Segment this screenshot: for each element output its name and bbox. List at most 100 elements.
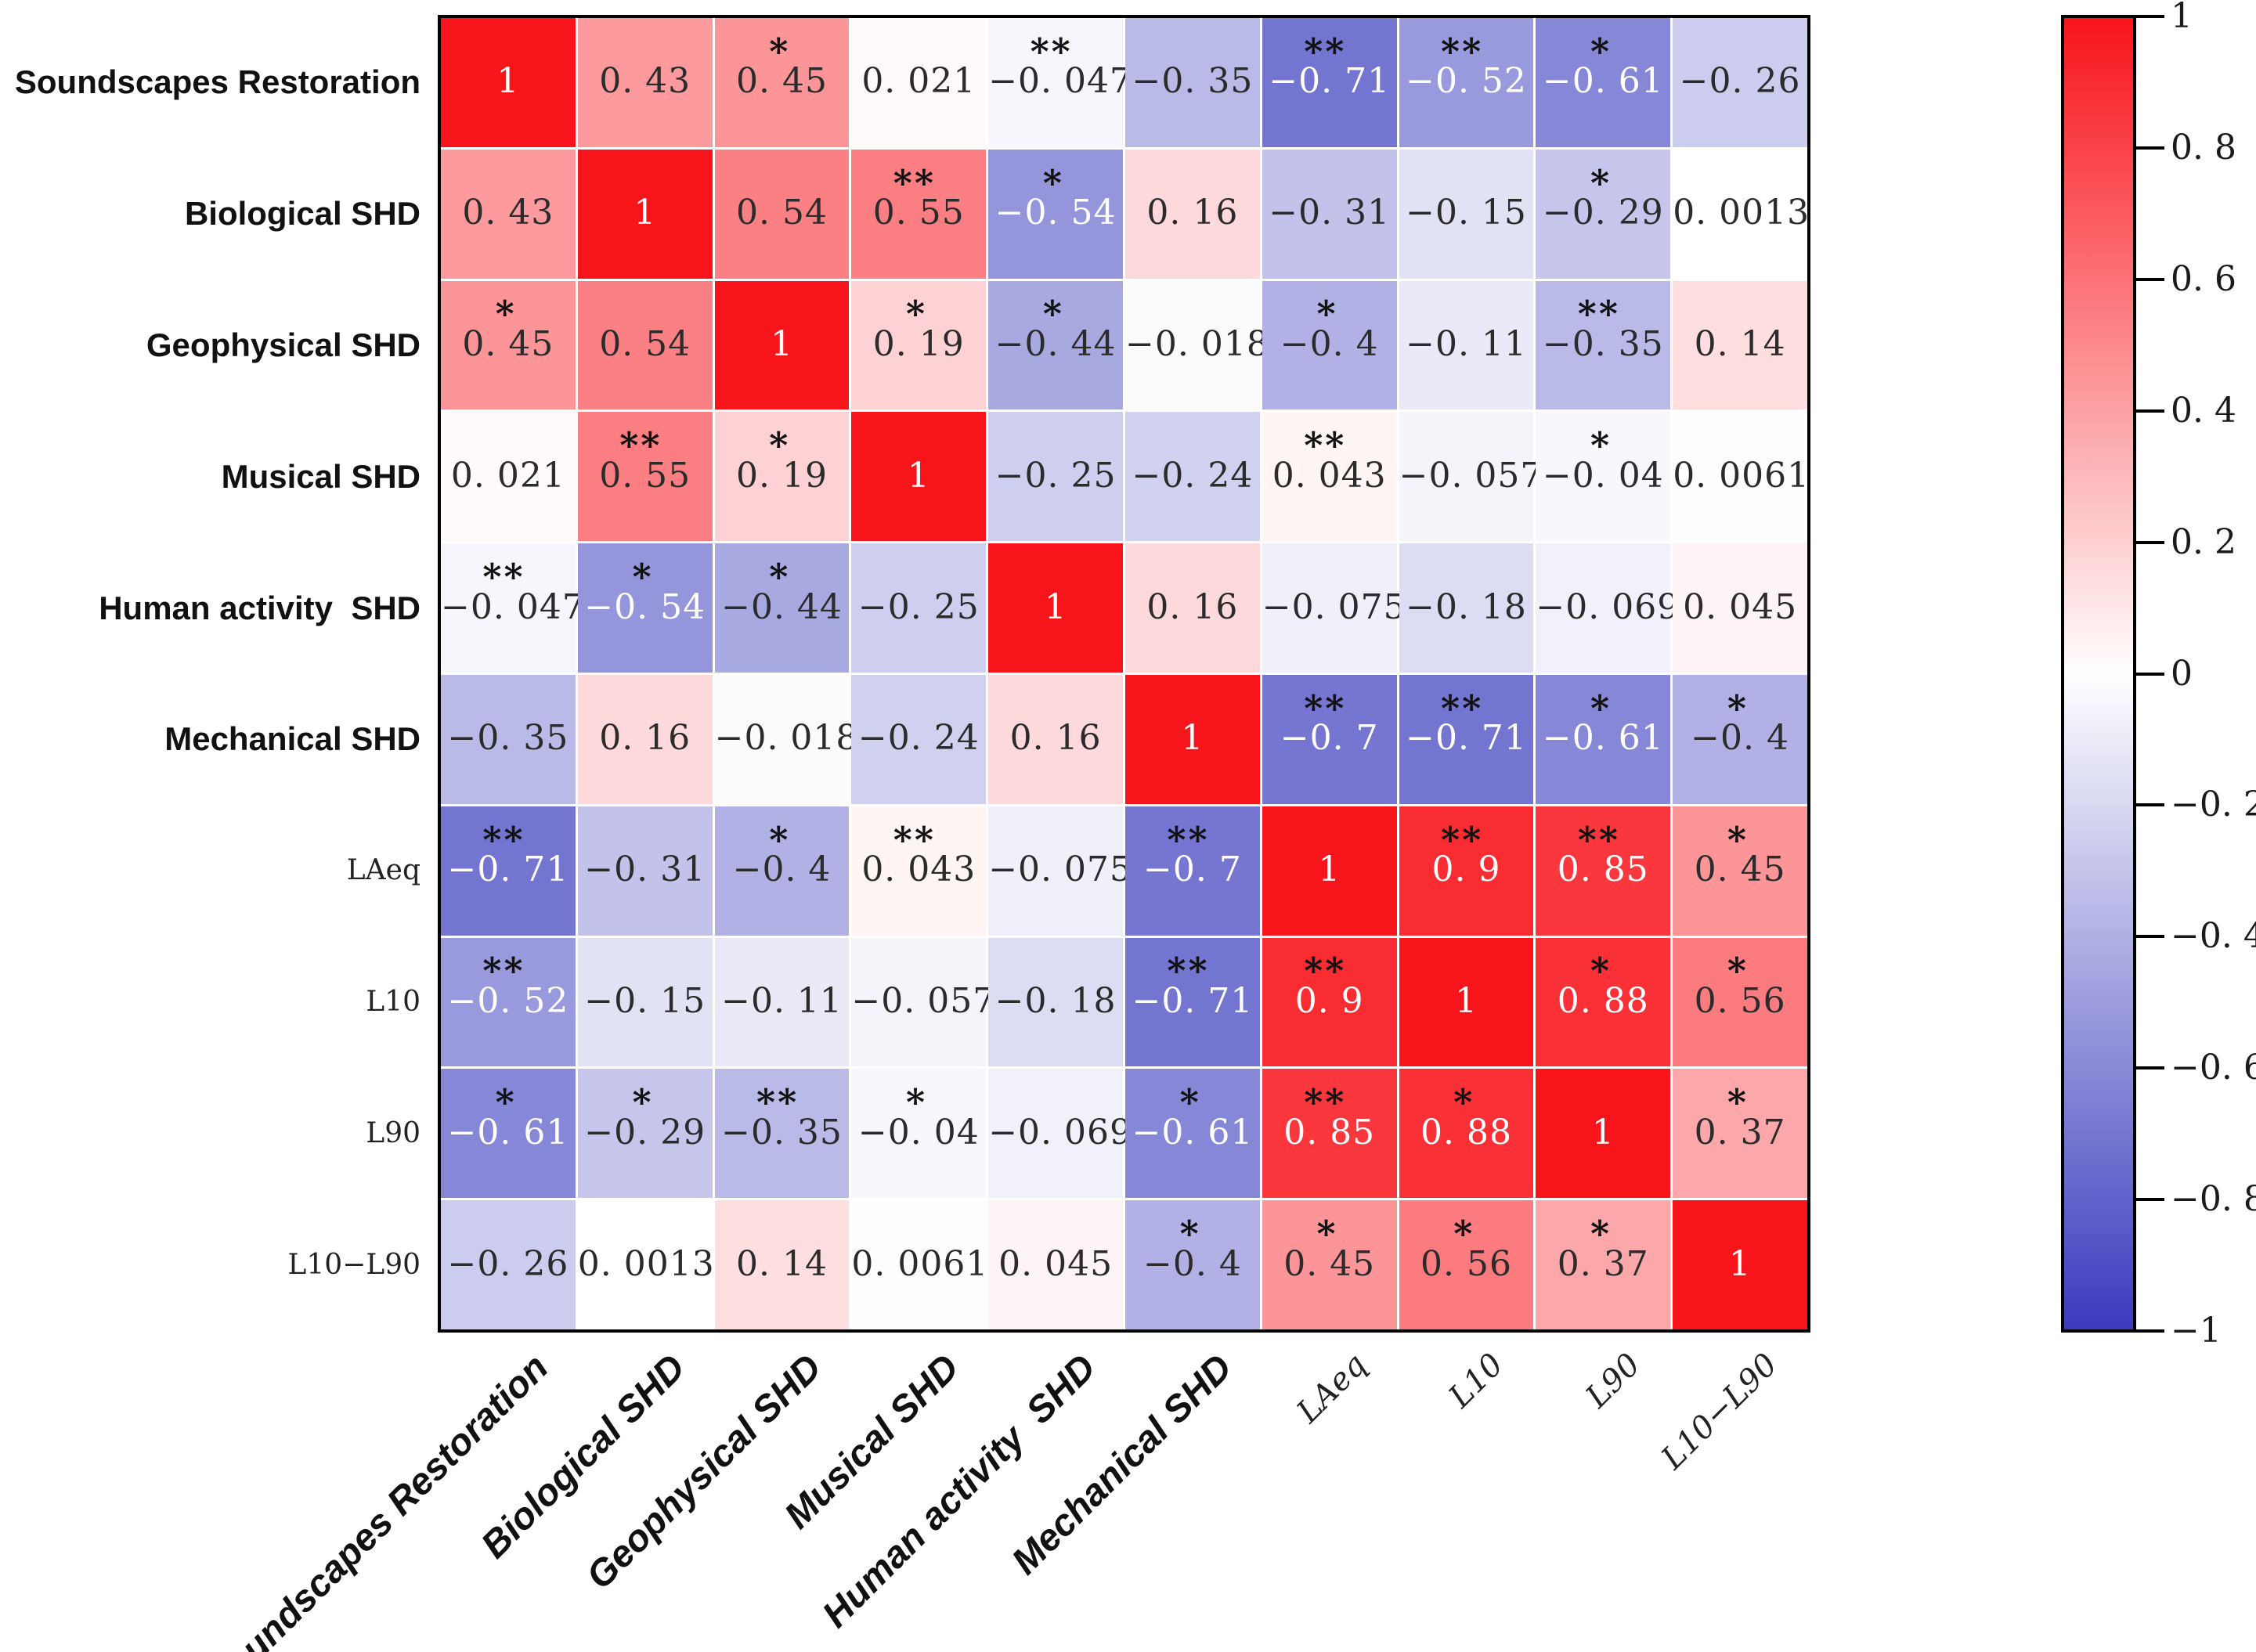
significance-stars: **: [1441, 687, 1484, 730]
correlation-value: 0. 45: [736, 61, 828, 102]
correlation-value: 1: [1044, 586, 1067, 627]
heatmap-cell-r1c9: * −0. 61: [1536, 18, 1671, 147]
colorbar-tick-mark: [2136, 277, 2164, 281]
colorbar-tick-mark: [2136, 15, 2164, 18]
heatmap-cell-r4c10: 0. 0061: [1673, 412, 1810, 542]
correlation-value: −0. 047: [441, 586, 585, 627]
heatmap-cell-r9c4: * −0. 04: [851, 1069, 987, 1199]
significance-stars: **: [619, 424, 662, 467]
heatmap-cell-r5c8: −0. 18: [1399, 543, 1534, 673]
significance-stars: *: [1453, 1081, 1475, 1124]
colorbar-tick-mark: [2136, 1198, 2164, 1202]
colorbar-tick-label: −0. 2: [2171, 785, 2256, 825]
row-label: L10−L90: [287, 1248, 421, 1281]
heatmap-cell-r5c6: 0. 16: [1125, 543, 1260, 673]
correlation-value: 0. 0061: [1673, 455, 1810, 496]
significance-stars: **: [756, 1081, 800, 1124]
heatmap-cell-r3c7: * −0. 4: [1262, 280, 1397, 410]
significance-stars: *: [1042, 293, 1064, 336]
heatmap-cell-r3c10: 0. 14: [1673, 280, 1807, 410]
heatmap-cell-r3c6: −0. 018: [1125, 280, 1269, 410]
significance-stars: *: [769, 424, 791, 467]
correlation-value: 1: [770, 324, 793, 365]
column-label: Soundscapes Restoration: [199, 1346, 557, 1652]
heatmap-cell-r7c7: 1: [1262, 806, 1397, 936]
heatmap-cell-r3c9: ** −0. 35: [1536, 280, 1671, 410]
heatmap-cell-r1c10: −0. 26: [1673, 18, 1807, 147]
colorbar-tick-mark: [2136, 1066, 2164, 1070]
heatmap-cell-r8c1: ** −0. 52: [441, 937, 576, 1067]
correlation-value: 0. 045: [998, 1243, 1114, 1284]
correlation-value: 1: [907, 455, 930, 496]
heatmap-cell-r1c4: 0. 021: [851, 18, 987, 147]
correlation-value: 0. 54: [736, 193, 828, 233]
heatmap-cell-r7c3: * −0. 4: [714, 806, 850, 936]
significance-stars: **: [1167, 950, 1210, 993]
correlation-value: 0. 14: [1694, 324, 1786, 365]
row-label: Geophysical SHD: [146, 326, 421, 363]
heatmap-cell-r8c7: ** 0. 9: [1262, 937, 1397, 1067]
colorbar-tick-label: 1: [2171, 0, 2193, 36]
correlation-value: 1: [633, 193, 657, 233]
correlation-value: 0. 45: [1283, 1243, 1376, 1284]
correlation-value: −0. 26: [447, 1243, 569, 1284]
correlation-value: 0. 45: [1694, 849, 1786, 890]
heatmap-cell-r6c2: 0. 16: [577, 675, 713, 804]
heatmap-cell-r9c10: * 0. 37: [1673, 1069, 1807, 1199]
significance-stars: *: [1453, 1212, 1475, 1255]
heatmap-cell-r7c5: −0. 075: [988, 806, 1132, 936]
correlation-value: −0. 61: [1542, 61, 1664, 102]
correlation-value: 0. 56: [1420, 1243, 1512, 1284]
correlation-value: −0. 35: [447, 718, 569, 759]
heatmap-cell-r8c4: −0. 057: [851, 937, 994, 1067]
significance-stars: *: [1590, 424, 1612, 467]
correlation-value: −0. 15: [584, 981, 706, 1022]
heatmap-cell-r5c7: −0. 075: [1262, 543, 1406, 673]
correlation-value: −0. 52: [1406, 61, 1527, 102]
significance-stars: **: [1304, 950, 1347, 993]
correlation-value: −0. 24: [1132, 455, 1254, 496]
significance-stars: *: [1590, 1212, 1612, 1255]
heatmap-cell-r9c1: * −0. 61: [441, 1069, 576, 1199]
significance-stars: **: [1304, 424, 1347, 467]
heatmap-cell-r6c6: 1: [1125, 675, 1260, 804]
heatmap-cell-r1c6: −0. 35: [1125, 18, 1260, 147]
heatmap-cell-r1c5: ** −0. 047: [988, 18, 1132, 147]
heatmap-cell-r8c9: * 0. 88: [1536, 937, 1671, 1067]
heatmap-cell-r10c6: * −0. 4: [1125, 1200, 1260, 1329]
heatmap-cell-r9c6: * −0. 61: [1125, 1069, 1260, 1199]
correlation-value: 0. 16: [1146, 193, 1239, 233]
heatmap-cell-r10c8: * 0. 56: [1399, 1200, 1534, 1329]
heatmap-cell-r6c4: −0. 24: [851, 675, 987, 804]
correlation-value: −0. 71: [1132, 981, 1254, 1022]
correlation-value: −0. 71: [447, 849, 569, 890]
correlation-value: −0. 61: [1132, 1112, 1254, 1152]
heatmap-cell-r6c5: 0. 16: [988, 675, 1123, 804]
correlation-value: 0. 16: [1146, 586, 1239, 627]
correlation-value: −0. 11: [1406, 324, 1527, 365]
correlation-value: −0. 24: [857, 718, 980, 759]
correlation-value: 0. 85: [1557, 849, 1649, 890]
correlation-value: 1: [1454, 981, 1478, 1022]
correlation-value: 1: [1591, 1112, 1615, 1152]
correlation-value: −0. 35: [721, 1112, 843, 1152]
heatmap-cell-r2c5: * −0. 54: [988, 149, 1123, 279]
correlation-value: −0. 35: [1542, 324, 1664, 365]
correlation-value: −0. 18: [994, 981, 1117, 1022]
heatmap-cell-r4c5: −0. 25: [988, 412, 1123, 542]
colorbar-tick-label: 0. 8: [2171, 127, 2236, 168]
significance-stars: *: [906, 1081, 928, 1124]
significance-stars: *: [632, 1081, 654, 1124]
correlation-value: 0. 55: [872, 193, 965, 233]
correlation-value: −0. 71: [1269, 61, 1391, 102]
heatmap-cell-r3c5: * −0. 44: [988, 280, 1123, 410]
correlation-value: −0. 44: [994, 324, 1117, 365]
heatmap-cell-r10c1: −0. 26: [441, 1200, 576, 1329]
significance-stars: *: [495, 1081, 517, 1124]
correlation-value: 0. 37: [1557, 1243, 1649, 1284]
heatmap-cell-r10c7: * 0. 45: [1262, 1200, 1397, 1329]
heatmap-cell-r10c2: 0. 0013: [577, 1200, 714, 1329]
correlation-value: −0. 4: [1280, 324, 1379, 365]
heatmap-cell-r7c1: ** −0. 71: [441, 806, 576, 936]
heatmap-cell-r8c8: 1: [1399, 937, 1534, 1067]
